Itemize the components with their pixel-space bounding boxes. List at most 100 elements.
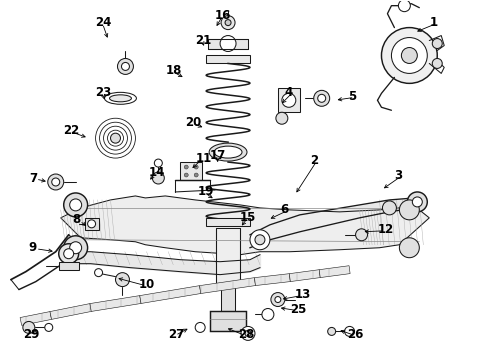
FancyArrowPatch shape (365, 230, 381, 233)
FancyArrowPatch shape (283, 296, 299, 300)
Circle shape (121, 62, 129, 71)
Circle shape (184, 173, 188, 177)
Circle shape (63, 249, 74, 259)
Circle shape (411, 197, 422, 207)
Text: 14: 14 (148, 166, 164, 179)
Polygon shape (319, 266, 349, 278)
Bar (216, 228, 240, 283)
Ellipse shape (214, 146, 242, 158)
Text: 3: 3 (394, 168, 402, 181)
Text: 24: 24 (95, 16, 112, 29)
Text: 5: 5 (347, 90, 355, 103)
Circle shape (94, 269, 102, 276)
Circle shape (87, 220, 95, 228)
Circle shape (23, 321, 35, 333)
Text: 2: 2 (309, 154, 317, 167)
Polygon shape (254, 274, 290, 285)
Circle shape (117, 58, 133, 75)
Polygon shape (50, 303, 91, 319)
Bar (59, 262, 79, 270)
FancyArrowPatch shape (102, 95, 105, 99)
Circle shape (194, 173, 198, 177)
Text: 17: 17 (210, 149, 226, 162)
Text: 15: 15 (240, 211, 256, 224)
Circle shape (59, 244, 79, 264)
Circle shape (327, 328, 335, 336)
Circle shape (52, 178, 60, 186)
FancyArrowPatch shape (39, 249, 52, 252)
Circle shape (398, 0, 409, 12)
Text: 21: 21 (195, 34, 211, 47)
Circle shape (152, 172, 164, 184)
Text: 9: 9 (29, 241, 37, 254)
FancyArrowPatch shape (228, 328, 242, 334)
Circle shape (262, 309, 273, 320)
FancyArrowPatch shape (150, 175, 154, 179)
Circle shape (313, 90, 329, 106)
FancyArrowPatch shape (417, 24, 433, 31)
Text: 8: 8 (73, 213, 81, 226)
Text: 22: 22 (62, 124, 79, 137)
Bar (277, 88, 299, 112)
Polygon shape (61, 196, 428, 255)
FancyArrowPatch shape (72, 132, 85, 137)
Circle shape (390, 37, 427, 73)
Polygon shape (90, 296, 141, 311)
Circle shape (401, 48, 416, 63)
FancyArrowPatch shape (296, 163, 315, 192)
Text: 19: 19 (198, 185, 214, 198)
Circle shape (249, 230, 269, 250)
Text: 28: 28 (238, 328, 254, 341)
Text: 29: 29 (23, 328, 39, 341)
Polygon shape (289, 270, 320, 282)
FancyArrowPatch shape (174, 73, 182, 77)
Bar (206, 218, 249, 226)
FancyArrowPatch shape (177, 329, 186, 334)
FancyArrowPatch shape (201, 41, 203, 45)
Text: 13: 13 (294, 288, 310, 301)
Text: 1: 1 (428, 16, 436, 29)
Bar (210, 311, 245, 332)
FancyArrowPatch shape (215, 158, 219, 161)
Circle shape (110, 133, 120, 143)
Text: 6: 6 (279, 203, 287, 216)
Circle shape (63, 193, 87, 217)
FancyArrowPatch shape (39, 179, 45, 182)
FancyArrowPatch shape (384, 177, 398, 188)
Circle shape (344, 327, 354, 336)
Circle shape (275, 112, 287, 124)
Circle shape (69, 199, 81, 211)
FancyArrowPatch shape (242, 221, 245, 225)
Circle shape (317, 94, 325, 102)
Ellipse shape (209, 143, 246, 161)
FancyArrowPatch shape (281, 307, 293, 310)
Circle shape (195, 323, 205, 332)
Circle shape (270, 293, 285, 306)
Text: 27: 27 (168, 328, 184, 341)
Bar (180, 162, 202, 180)
Ellipse shape (104, 92, 136, 104)
Circle shape (274, 297, 280, 302)
Ellipse shape (109, 95, 131, 102)
Text: 10: 10 (138, 278, 154, 291)
Circle shape (355, 229, 367, 241)
Circle shape (221, 15, 235, 30)
Bar (208, 39, 247, 49)
Text: 7: 7 (29, 171, 37, 185)
FancyArrowPatch shape (207, 194, 212, 198)
Circle shape (254, 235, 264, 245)
Bar (84, 218, 99, 230)
FancyArrowPatch shape (194, 124, 201, 127)
Circle shape (431, 58, 441, 68)
Text: 26: 26 (347, 328, 363, 341)
Bar (221, 283, 235, 312)
Circle shape (154, 159, 162, 167)
Circle shape (224, 20, 230, 26)
Circle shape (220, 36, 236, 51)
FancyArrowPatch shape (271, 212, 284, 218)
Circle shape (241, 327, 254, 340)
Circle shape (184, 165, 188, 169)
Text: 4: 4 (285, 86, 292, 99)
Circle shape (381, 28, 436, 84)
Circle shape (69, 242, 81, 254)
